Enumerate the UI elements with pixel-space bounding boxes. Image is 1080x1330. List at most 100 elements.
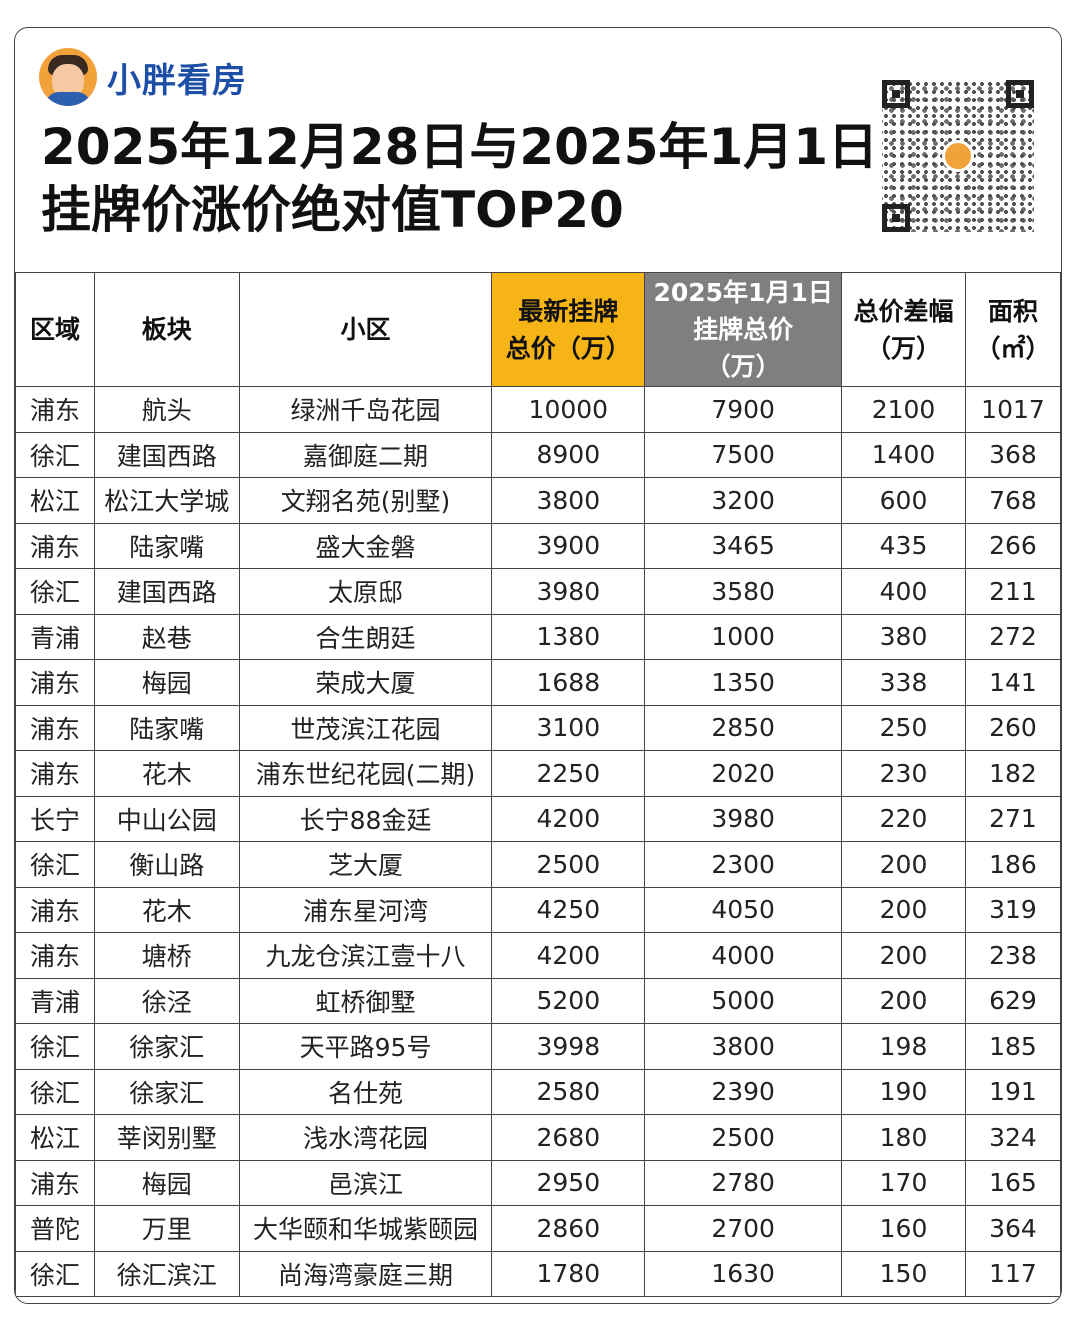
- table-row: 徐汇 徐家汇 名仕苑 2580 2390 190 191: [15, 1068, 1061, 1115]
- cell-community: 文翔名苑(别墅): [238, 477, 493, 524]
- cell-latest-price: 1688: [491, 659, 646, 706]
- title-line-2: 挂牌价涨价绝对值TOP20: [41, 181, 624, 239]
- table-row: 长宁 中山公园 长宁88金廷 4200 3980 220 271: [15, 795, 1061, 842]
- table-row: 浦东 陆家嘴 世茂滨江花园 3100 2850 250 260: [15, 704, 1061, 751]
- header-sector: 板块: [93, 272, 240, 387]
- cell-jan1-price: 1000: [644, 613, 843, 660]
- cell-sector: 徐泾: [93, 977, 240, 1024]
- cell-area: 629: [964, 977, 1061, 1024]
- cell-district: 徐汇: [15, 431, 95, 478]
- cell-latest-price: 10000: [491, 386, 646, 433]
- cell-jan1-price: 7500: [644, 431, 843, 478]
- header-latest-price: 最新挂牌 总价（万）: [491, 272, 646, 387]
- cell-price-diff: 200: [841, 841, 966, 888]
- cell-district: 浦东: [15, 386, 95, 433]
- cell-community: 绿洲千岛花园: [238, 386, 493, 433]
- cell-area: 260: [964, 704, 1061, 751]
- cell-price-diff: 220: [841, 795, 966, 842]
- cell-district: 浦东: [15, 659, 95, 706]
- cell-jan1-price: 4000: [644, 932, 843, 979]
- cell-price-diff: 170: [841, 1159, 966, 1206]
- table-row: 浦东 花木 浦东世纪花园(二期) 2250 2020 230 182: [15, 750, 1061, 797]
- cell-sector: 万里: [93, 1205, 240, 1252]
- cell-sector: 赵巷: [93, 613, 240, 660]
- cell-district: 青浦: [15, 613, 95, 660]
- page-title: 2025年12月28日与2025年1月1日 挂牌价涨价绝对值TOP20: [41, 116, 878, 242]
- header-district: 区域: [15, 272, 95, 387]
- cell-latest-price: 4250: [491, 886, 646, 933]
- cell-price-diff: 200: [841, 886, 966, 933]
- cell-community: 九龙仓滨江壹十八: [238, 932, 493, 979]
- cell-price-diff: 380: [841, 613, 966, 660]
- cell-price-diff: 435: [841, 522, 966, 569]
- cell-sector: 莘闵别墅: [93, 1114, 240, 1161]
- cell-area: 182: [964, 750, 1061, 797]
- cell-district: 徐汇: [15, 1250, 95, 1297]
- cell-community: 浅水湾花园: [238, 1114, 493, 1161]
- cell-community: 天平路95号: [238, 1023, 493, 1070]
- cell-district: 松江: [15, 477, 95, 524]
- cell-latest-price: 3800: [491, 477, 646, 524]
- table-row: 徐汇 衡山路 芝大厦 2500 2300 200 186: [15, 841, 1061, 888]
- cell-jan1-price: 1350: [644, 659, 843, 706]
- cell-area: 324: [964, 1114, 1061, 1161]
- table-header-row: 区域 板块 小区 最新挂牌 总价（万） 2025年1月1日 挂牌总价 （万） 总价差幅…: [15, 272, 1061, 387]
- cell-sector: 建国西路: [93, 568, 240, 615]
- cell-sector: 松江大学城: [93, 477, 240, 524]
- table-row: 青浦 徐泾 虹桥御墅 5200 5000 200 629: [15, 977, 1061, 1024]
- cell-area: 211: [964, 568, 1061, 615]
- table-row: 浦东 塘桥 九龙仓滨江壹十八 4200 4000 200 238: [15, 932, 1061, 979]
- cell-community: 浦东星河湾: [238, 886, 493, 933]
- cell-jan1-price: 5000: [644, 977, 843, 1024]
- cell-latest-price: 3998: [491, 1023, 646, 1070]
- cell-community: 荣成大厦: [238, 659, 493, 706]
- cell-jan1-price: 3200: [644, 477, 843, 524]
- cell-price-diff: 180: [841, 1114, 966, 1161]
- cell-district: 徐汇: [15, 568, 95, 615]
- table-row: 松江 莘闵别墅 浅水湾花园 2680 2500 180 324: [15, 1114, 1061, 1161]
- cell-area: 271: [964, 795, 1061, 842]
- cell-jan1-price: 3580: [644, 568, 843, 615]
- cell-area: 185: [964, 1023, 1061, 1070]
- cell-community: 嘉御庭二期: [238, 431, 493, 478]
- cell-price-diff: 400: [841, 568, 966, 615]
- cell-jan1-price: 2780: [644, 1159, 843, 1206]
- cell-district: 浦东: [15, 522, 95, 569]
- cell-latest-price: 8900: [491, 431, 646, 478]
- header-price-diff: 总价差幅 （万）: [841, 272, 966, 387]
- cell-price-diff: 198: [841, 1023, 966, 1070]
- cell-sector: 航头: [93, 386, 240, 433]
- cell-community: 虹桥御墅: [238, 977, 493, 1024]
- cartoon-avatar-icon: [39, 48, 97, 106]
- cell-sector: 梅园: [93, 1159, 240, 1206]
- cell-latest-price: 2500: [491, 841, 646, 888]
- cell-jan1-price: 3465: [644, 522, 843, 569]
- cell-sector: 建国西路: [93, 431, 240, 478]
- cell-area: 165: [964, 1159, 1061, 1206]
- cell-sector: 花木: [93, 886, 240, 933]
- cell-price-diff: 150: [841, 1250, 966, 1297]
- cell-area: 368: [964, 431, 1061, 478]
- cell-sector: 徐汇滨江: [93, 1250, 240, 1297]
- table-row: 浦东 陆家嘴 盛大金磐 3900 3465 435 266: [15, 522, 1061, 569]
- cell-sector: 梅园: [93, 659, 240, 706]
- cell-latest-price: 1780: [491, 1250, 646, 1297]
- cell-area: 319: [964, 886, 1061, 933]
- table-row: 徐汇 徐家汇 天平路95号 3998 3800 198 185: [15, 1023, 1061, 1070]
- cell-district: 浦东: [15, 704, 95, 751]
- cell-district: 青浦: [15, 977, 95, 1024]
- cell-latest-price: 2860: [491, 1205, 646, 1252]
- cell-jan1-price: 1630: [644, 1250, 843, 1297]
- cell-latest-price: 1380: [491, 613, 646, 660]
- cell-sector: 徐家汇: [93, 1023, 240, 1070]
- table-row: 松江 松江大学城 文翔名苑(别墅) 3800 3200 600 768: [15, 477, 1061, 524]
- cell-area: 191: [964, 1068, 1061, 1115]
- cell-sector: 塘桥: [93, 932, 240, 979]
- cell-community: 大华颐和华城紫颐园: [238, 1205, 493, 1252]
- cell-community: 尚海湾豪庭三期: [238, 1250, 493, 1297]
- cell-sector: 花木: [93, 750, 240, 797]
- cell-sector: 徐家汇: [93, 1068, 240, 1115]
- title-line-1: 2025年12月28日与2025年1月1日: [41, 118, 879, 176]
- cell-latest-price: 4200: [491, 932, 646, 979]
- cell-latest-price: 2950: [491, 1159, 646, 1206]
